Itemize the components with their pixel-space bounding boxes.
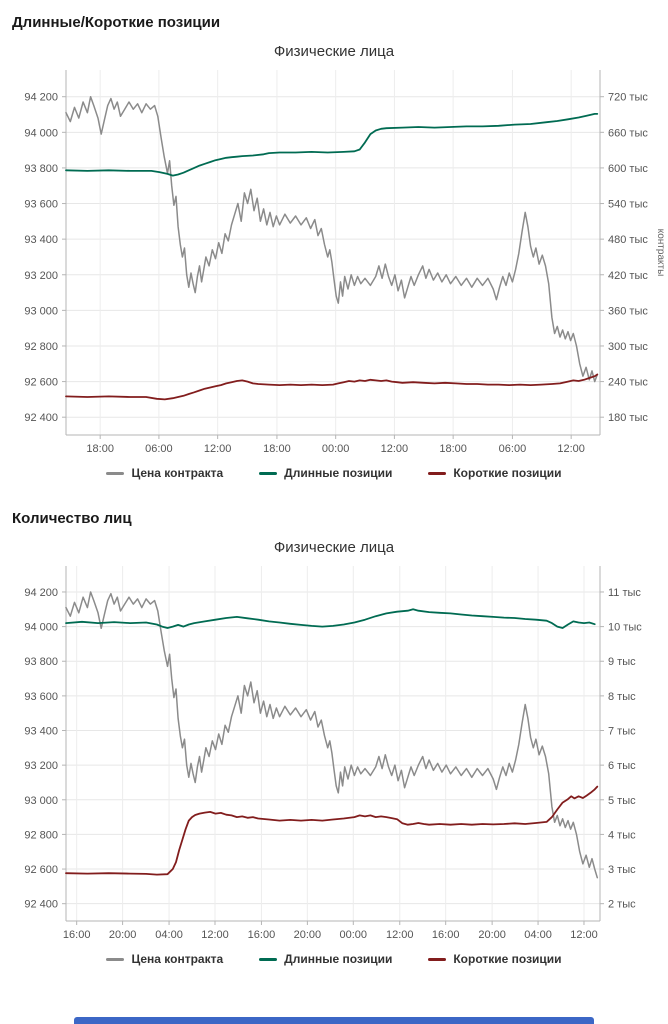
legend-item-long[interactable]: Длинные позиции (259, 952, 392, 966)
chart-block-persons: Физические лица 92 400 92 600 92 800 93 000… (0, 539, 668, 966)
chart-block-positions: Физические лица 92 400 92 600 92 800 93 000… (0, 43, 668, 480)
right-axis-tick-label: 660 тыс (608, 127, 648, 139)
right-axis-tick-label: 2 тыс (608, 899, 636, 911)
right-axis-tick-label: 360 тыс (608, 305, 648, 317)
x-axis-tick-label: 00:00 (340, 929, 368, 941)
partial-blue-element[interactable] (74, 1017, 594, 1024)
right-axis-tick-label: 3 тыс (608, 864, 636, 876)
chart-title-individuals: Физические лица (273, 43, 395, 60)
right-axis-tick-label: 11 тыс (608, 587, 641, 599)
chart-legend-persons: Цена контракта Длинные позиции Короткие по… (0, 952, 668, 966)
left-axis-tick-label: 92 400 (24, 899, 58, 911)
legend-item-price[interactable]: Цена контракта (106, 952, 223, 966)
right-axis-tick-label: 300 тыс (608, 341, 648, 353)
left-axis-tick-label: 92 800 (24, 829, 58, 841)
legend-swatch-long (259, 471, 278, 475)
left-axis-tick-label: 93 800 (24, 656, 58, 668)
right-axis-tick-label: 7 тыс (608, 726, 636, 738)
left-axis-tick-label: 93 600 (24, 199, 58, 211)
legend-label: Цена контракта (131, 466, 224, 480)
legend-item-short[interactable]: Короткие позиции (428, 952, 562, 966)
chart-title-individuals: Физические лица (273, 539, 395, 556)
left-axis-tick-label: 93 800 (24, 163, 58, 175)
x-axis-tick-label: 12:00 (204, 443, 232, 455)
x-axis-tick-label: 12:00 (381, 443, 409, 455)
legend-label: Короткие позиции (453, 466, 562, 480)
series-line-short (65, 373, 599, 401)
series-line-short (65, 785, 599, 876)
left-axis-tick-label: 92 600 (24, 864, 58, 876)
left-axis-tick-label: 93 200 (24, 270, 58, 282)
x-axis-tick-label: 20:00 (109, 929, 137, 941)
left-axis-tick-label: 94 200 (24, 92, 58, 104)
x-axis-tick-label: 16:00 (63, 929, 91, 941)
x-axis-tick-label: 20:00 (294, 929, 322, 941)
left-axis-tick-label: 92 600 (24, 377, 58, 389)
legend-item-long[interactable]: Длинные позиции (259, 466, 392, 480)
section-title-number-of-persons: Количество лиц (12, 510, 132, 527)
left-axis-tick-label: 94 000 (24, 127, 58, 139)
x-axis-tick-label: 06:00 (499, 443, 527, 455)
x-axis-tick-label: 06:00 (145, 443, 173, 455)
right-axis-tick-label: 480 тыс (608, 234, 648, 246)
x-axis-tick-label: 18:00 (263, 443, 291, 455)
left-axis-tick-label: 93 000 (24, 795, 58, 807)
x-axis-tick-label: 12:00 (201, 929, 229, 941)
legend-label: Цена контракта (131, 952, 224, 966)
right-axis-tick-label: 4 тыс (608, 829, 636, 841)
x-axis-tick-label: 12:00 (570, 929, 598, 941)
right-axis-tick-label: 720 тыс (608, 92, 648, 104)
legend-item-price[interactable]: Цена контракта (106, 466, 223, 480)
right-axis-tick-label: 420 тыс (608, 270, 648, 282)
series-line-long (65, 608, 596, 629)
x-axis-tick-label: 04:00 (155, 929, 183, 941)
right-axis-tick-label: 600 тыс (608, 163, 648, 175)
left-axis-tick-label: 92 800 (24, 341, 58, 353)
right-axis-tick-label: 180 тыс (608, 412, 648, 424)
right-axis-tick-label: 8 тыс (608, 691, 636, 703)
left-axis-tick-label: 94 000 (24, 622, 58, 634)
legend-swatch-price (106, 957, 125, 961)
series-line-long (65, 113, 599, 177)
x-axis-tick-label: 12:00 (557, 443, 585, 455)
right-axis-title: контракты (655, 229, 666, 277)
left-axis-tick-label: 93 600 (24, 691, 58, 703)
left-axis-tick-label: 93 400 (24, 726, 58, 738)
series-line-price (65, 95, 599, 383)
legend-item-short[interactable]: Короткие позиции (428, 466, 562, 480)
right-axis-tick-label: 10 тыс (608, 622, 642, 634)
chart-canvas-persons: 92 400 92 600 92 800 93 000 93 200 93 400 93 6… (0, 558, 668, 944)
legend-swatch-short (428, 471, 447, 475)
left-axis-tick-label: 93 200 (24, 760, 58, 772)
series-line-price (65, 591, 599, 879)
x-axis-tick-label: 04:00 (524, 929, 552, 941)
legend-label: Длинные позиции (284, 466, 393, 480)
legend-swatch-long (259, 957, 278, 961)
x-axis-tick-label: 12:00 (386, 929, 414, 941)
x-axis-tick-label: 16:00 (248, 929, 276, 941)
x-axis-tick-label: 20:00 (478, 929, 506, 941)
x-axis-tick-label: 18:00 (86, 443, 114, 455)
left-axis-tick-label: 93 400 (24, 234, 58, 246)
chart-canvas-positions: 92 400 92 600 92 800 93 000 93 200 93 400 93 6… (0, 62, 668, 458)
left-axis-tick-label: 94 200 (24, 587, 58, 599)
legend-swatch-short (428, 957, 447, 961)
right-axis-tick-label: 9 тыс (608, 656, 636, 668)
section-title-long-short-positions: Длинные/Короткие позиции (12, 14, 221, 31)
legend-swatch-price (106, 471, 125, 475)
right-axis-tick-label: 540 тыс (608, 199, 648, 211)
x-axis-tick-label: 18:00 (439, 443, 467, 455)
right-axis-tick-label: 6 тыс (608, 760, 636, 772)
x-axis-tick-label: 16:00 (432, 929, 460, 941)
right-axis-tick-label: 5 тыс (608, 795, 636, 807)
left-axis-tick-label: 93 000 (24, 305, 58, 317)
legend-label: Длинные позиции (284, 952, 393, 966)
x-axis-tick-label: 00:00 (322, 443, 350, 455)
right-axis-tick-label: 240 тыс (608, 377, 648, 389)
legend-label: Короткие позиции (453, 952, 562, 966)
left-axis-tick-label: 92 400 (24, 412, 58, 424)
chart-legend-positions: Цена контракта Длинные позиции Короткие по… (0, 466, 668, 480)
